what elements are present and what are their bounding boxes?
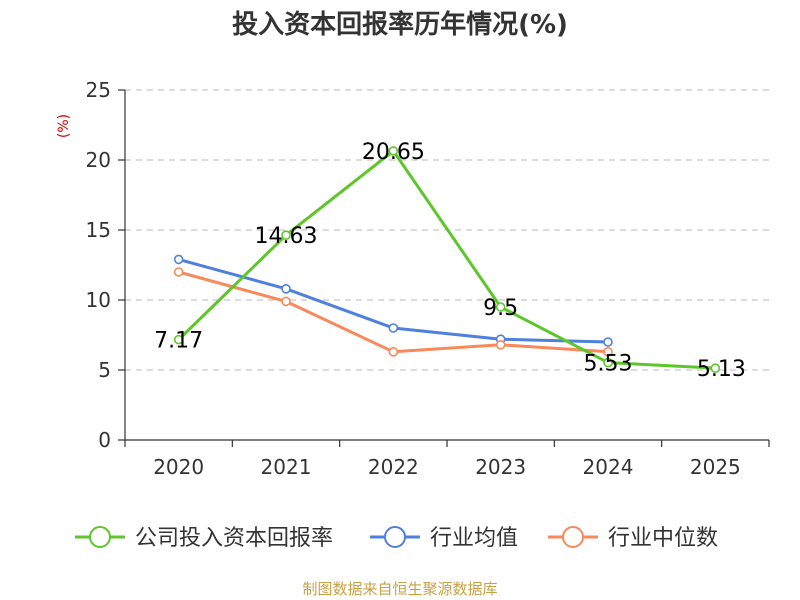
legend-marker	[89, 526, 111, 548]
data-label: 14.63	[255, 224, 318, 249]
data-label: 7.17	[154, 329, 203, 354]
data-labels: 7.17 14.63 20.65 9.5 5.53 5.13	[154, 140, 746, 382]
data-point	[388, 323, 399, 333]
data-point	[281, 283, 291, 294]
y-tick-label: 10	[86, 288, 111, 312]
x-tick-label: 2020	[153, 455, 204, 479]
y-tick-label: 25	[86, 78, 111, 102]
y-axis-label: (%)	[56, 114, 72, 138]
data-point	[603, 357, 613, 368]
data-label: 20.65	[362, 140, 425, 165]
x-tick-label: 2022	[368, 455, 419, 479]
series-layer	[173, 146, 721, 373]
data-point	[495, 302, 506, 312]
x-tick-label: 2024	[583, 455, 634, 479]
legend-label: 行业均值	[430, 526, 518, 551]
data-point	[710, 363, 721, 373]
data-point	[173, 254, 184, 265]
data-point	[281, 296, 291, 307]
chart-title: 投入资本回报率历年情况(%)	[232, 9, 568, 40]
data-point	[495, 339, 506, 350]
legend-label: 公司投入资本回报率	[135, 526, 333, 551]
series-line	[177, 149, 716, 370]
y-tick-label: 15	[86, 218, 111, 242]
data-point	[603, 337, 613, 347]
data-label: 9.5	[483, 296, 518, 321]
y-tick-label: 5	[98, 358, 111, 382]
x-tick-label: 2023	[475, 455, 526, 479]
data-label: 5.53	[584, 352, 633, 377]
data-point	[281, 230, 291, 240]
legend: 公司投入资本回报率 行业均值 行业中位数	[75, 526, 718, 551]
data-point	[173, 267, 184, 277]
x-tick-label: 2021	[261, 455, 312, 479]
legend-label: 行业中位数	[608, 526, 718, 551]
source-note: 制图数据来自恒生聚源数据库	[302, 580, 497, 598]
data-point	[388, 346, 399, 357]
legend-marker	[562, 526, 584, 548]
data-point	[173, 334, 184, 345]
data-label: 5.13	[697, 357, 746, 382]
legend-marker	[384, 526, 406, 548]
y-tick-label: 20	[86, 148, 111, 172]
x-tick-label: 2025	[690, 455, 741, 479]
data-point	[603, 346, 613, 357]
y-tick-label: 0	[98, 428, 111, 452]
data-point	[388, 146, 399, 156]
